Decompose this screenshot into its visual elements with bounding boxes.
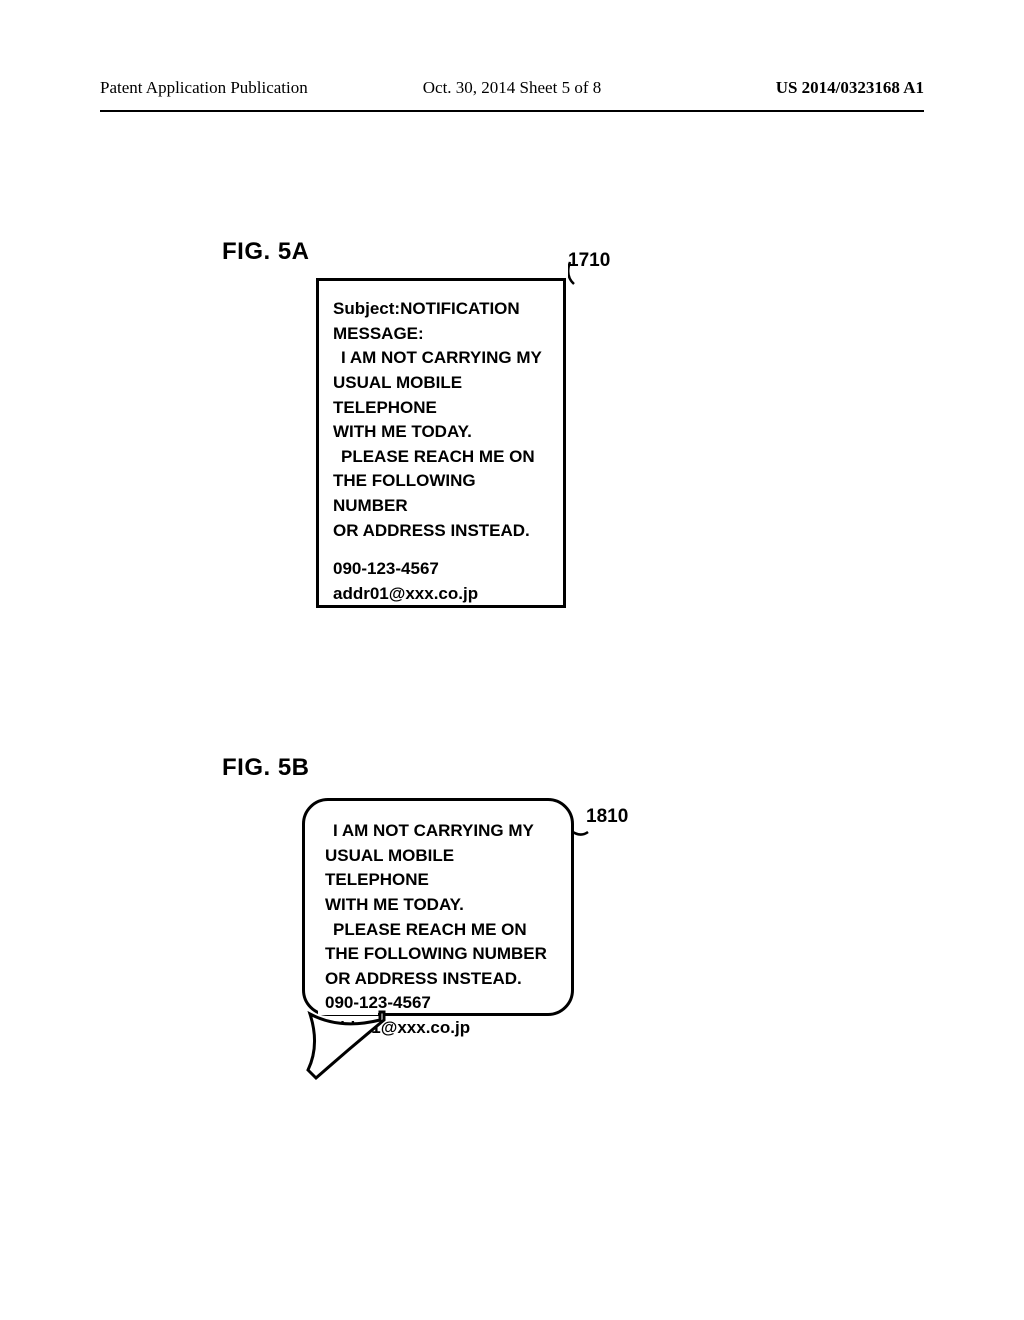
bubble-line-1: I AM NOT CARRYING MY bbox=[325, 819, 555, 844]
speech-bubble-tail-icon bbox=[300, 990, 390, 1090]
subject-label: Subject: bbox=[333, 299, 400, 318]
body-line-3: WITH ME TODAY. bbox=[333, 420, 549, 445]
body-line-4: PLEASE REACH ME ON bbox=[333, 445, 549, 470]
body-line-1: I AM NOT CARRYING MY bbox=[333, 346, 549, 371]
page-header: Patent Application Publication Oct. 30, … bbox=[100, 78, 924, 112]
speech-bubble-body: I AM NOT CARRYING MY USUAL MOBILE TELEPH… bbox=[302, 798, 574, 1016]
subject-value: NOTIFICATION bbox=[400, 299, 520, 318]
body-line-2: USUAL MOBILE TELEPHONE bbox=[333, 371, 549, 420]
subject-line: Subject:NOTIFICATION bbox=[333, 297, 549, 322]
header-center-text: Oct. 30, 2014 Sheet 5 of 8 bbox=[423, 78, 601, 98]
message-label: MESSAGE: bbox=[333, 322, 549, 347]
bubble-line-5: THE FOLLOWING NUMBER bbox=[325, 942, 555, 967]
bubble-line-6: OR ADDRESS INSTEAD. bbox=[325, 967, 555, 992]
figure-5b-label: FIG. 5B bbox=[222, 754, 310, 782]
bubble-line-3: WITH ME TODAY. bbox=[325, 893, 555, 918]
bubble-line-4: PLEASE REACH ME ON bbox=[325, 918, 555, 943]
callout-ref-1710: 1710 bbox=[568, 250, 610, 272]
header-right-text: US 2014/0323168 A1 bbox=[776, 78, 924, 98]
figure-5a-label: FIG. 5A bbox=[222, 238, 310, 266]
body-line-6: OR ADDRESS INSTEAD. bbox=[333, 519, 549, 544]
bubble-line-2: USUAL MOBILE TELEPHONE bbox=[325, 844, 555, 893]
callout-ref-1810: 1810 bbox=[586, 806, 628, 828]
body-line-5: THE FOLLOWING NUMBER bbox=[333, 469, 549, 518]
header-left-text: Patent Application Publication bbox=[100, 78, 308, 98]
message-box-5a: Subject:NOTIFICATION MESSAGE: I AM NOT C… bbox=[316, 278, 566, 608]
email-address: addr01@xxx.co.jp bbox=[333, 582, 549, 607]
phone-number: 090-123-4567 bbox=[333, 557, 549, 582]
speech-bubble-5b: I AM NOT CARRYING MY USUAL MOBILE TELEPH… bbox=[302, 798, 574, 1016]
